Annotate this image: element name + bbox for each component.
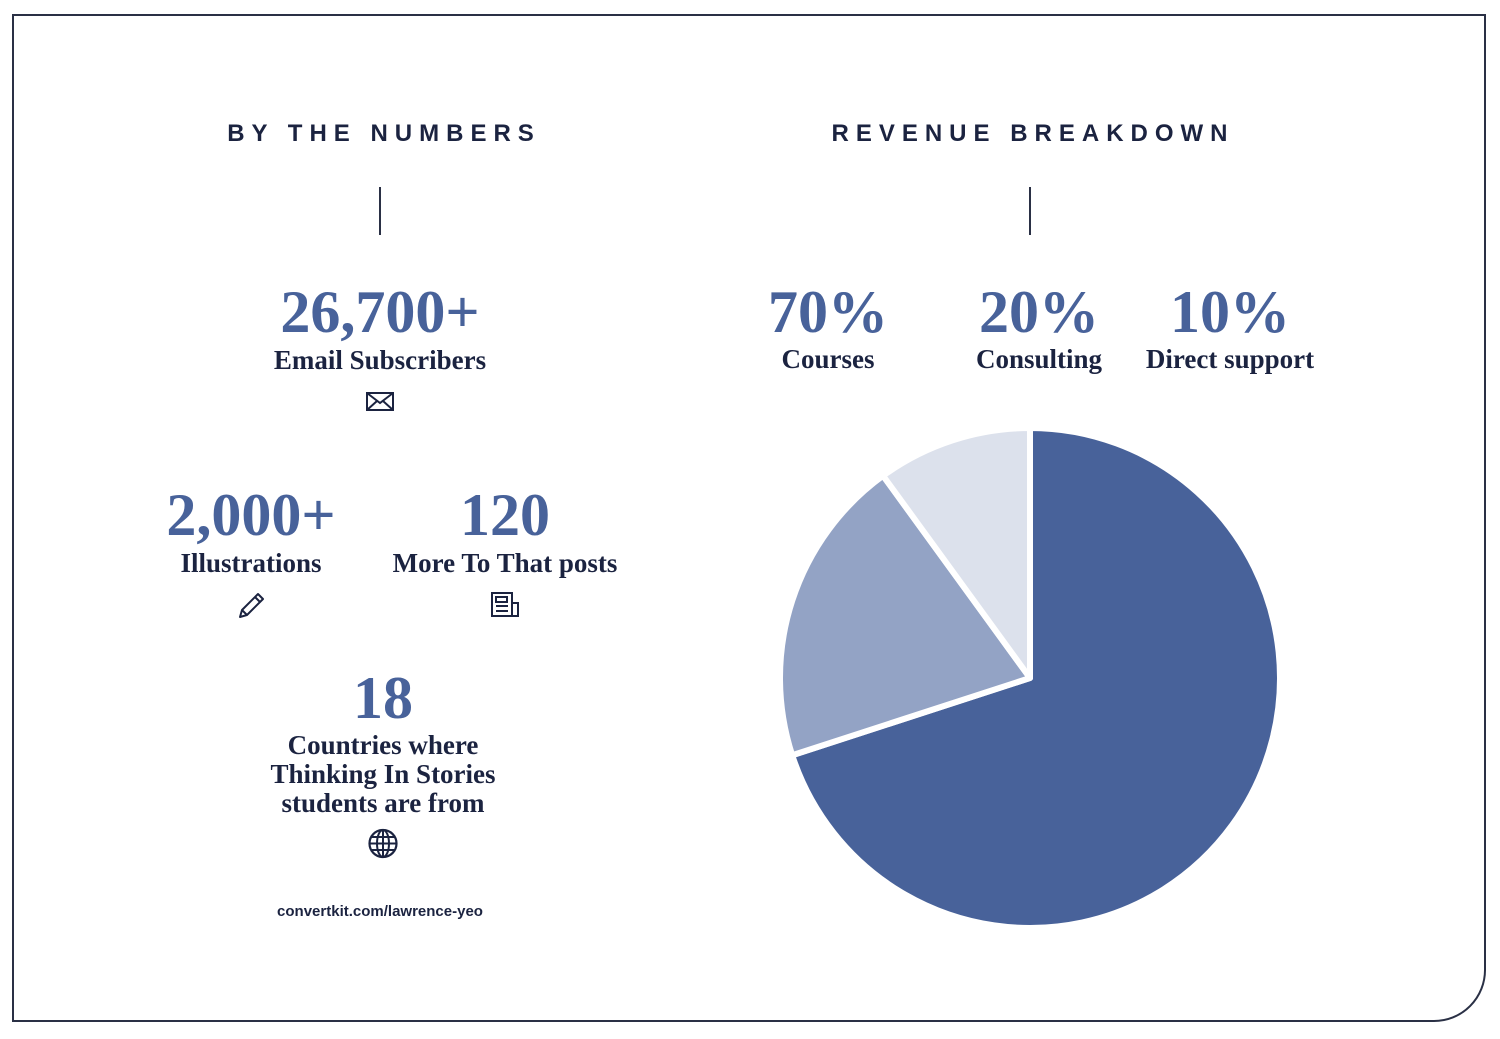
revenue-value-courses: 70%: [768, 279, 888, 345]
stat-value-countries: 18: [353, 665, 413, 731]
stat-value-subscribers: 26,700+: [280, 279, 480, 345]
revenue-value-consulting: 20%: [979, 279, 1099, 345]
stat-label-countries-line3: students are from: [281, 788, 485, 818]
pie-slice-consulting: [777, 472, 1033, 759]
revenue-label-direct-support: Direct support: [1145, 344, 1315, 374]
convertkit-link[interactable]: convertkit.com/lawrence-yeo: [277, 903, 483, 920]
stat-label-countries-line2: Thinking In Stories: [270, 759, 496, 789]
by-the-numbers-heading: BY THE NUMBERS: [227, 120, 541, 147]
envelope-icon: [366, 392, 394, 411]
pencil-icon: [239, 593, 264, 618]
divider: [1029, 187, 1031, 235]
stat-label-countries-line1: Countries where: [287, 730, 479, 760]
revenue-breakdown-heading: REVENUE BREAKDOWN: [831, 120, 1235, 147]
revenue-pie-chart: [777, 425, 1283, 931]
stat-label-posts: More To That posts: [392, 548, 618, 578]
divider: [379, 187, 381, 235]
stat-label-illustrations: Illustrations: [180, 548, 322, 578]
stat-label-subscribers: Email Subscribers: [273, 345, 487, 375]
pie-slice-direct-support: [880, 425, 1033, 681]
revenue-label-courses: Courses: [781, 344, 875, 374]
pie-slice-courses: [789, 425, 1283, 931]
revenue-label-consulting: Consulting: [975, 344, 1103, 374]
newspaper-icon: [491, 592, 519, 617]
stat-value-posts: 120: [460, 482, 550, 548]
revenue-value-direct-support: 10%: [1170, 279, 1290, 345]
card-frame: [12, 14, 1486, 1022]
globe-icon: [368, 828, 398, 859]
stat-value-illustrations: 2,000+: [166, 482, 336, 548]
